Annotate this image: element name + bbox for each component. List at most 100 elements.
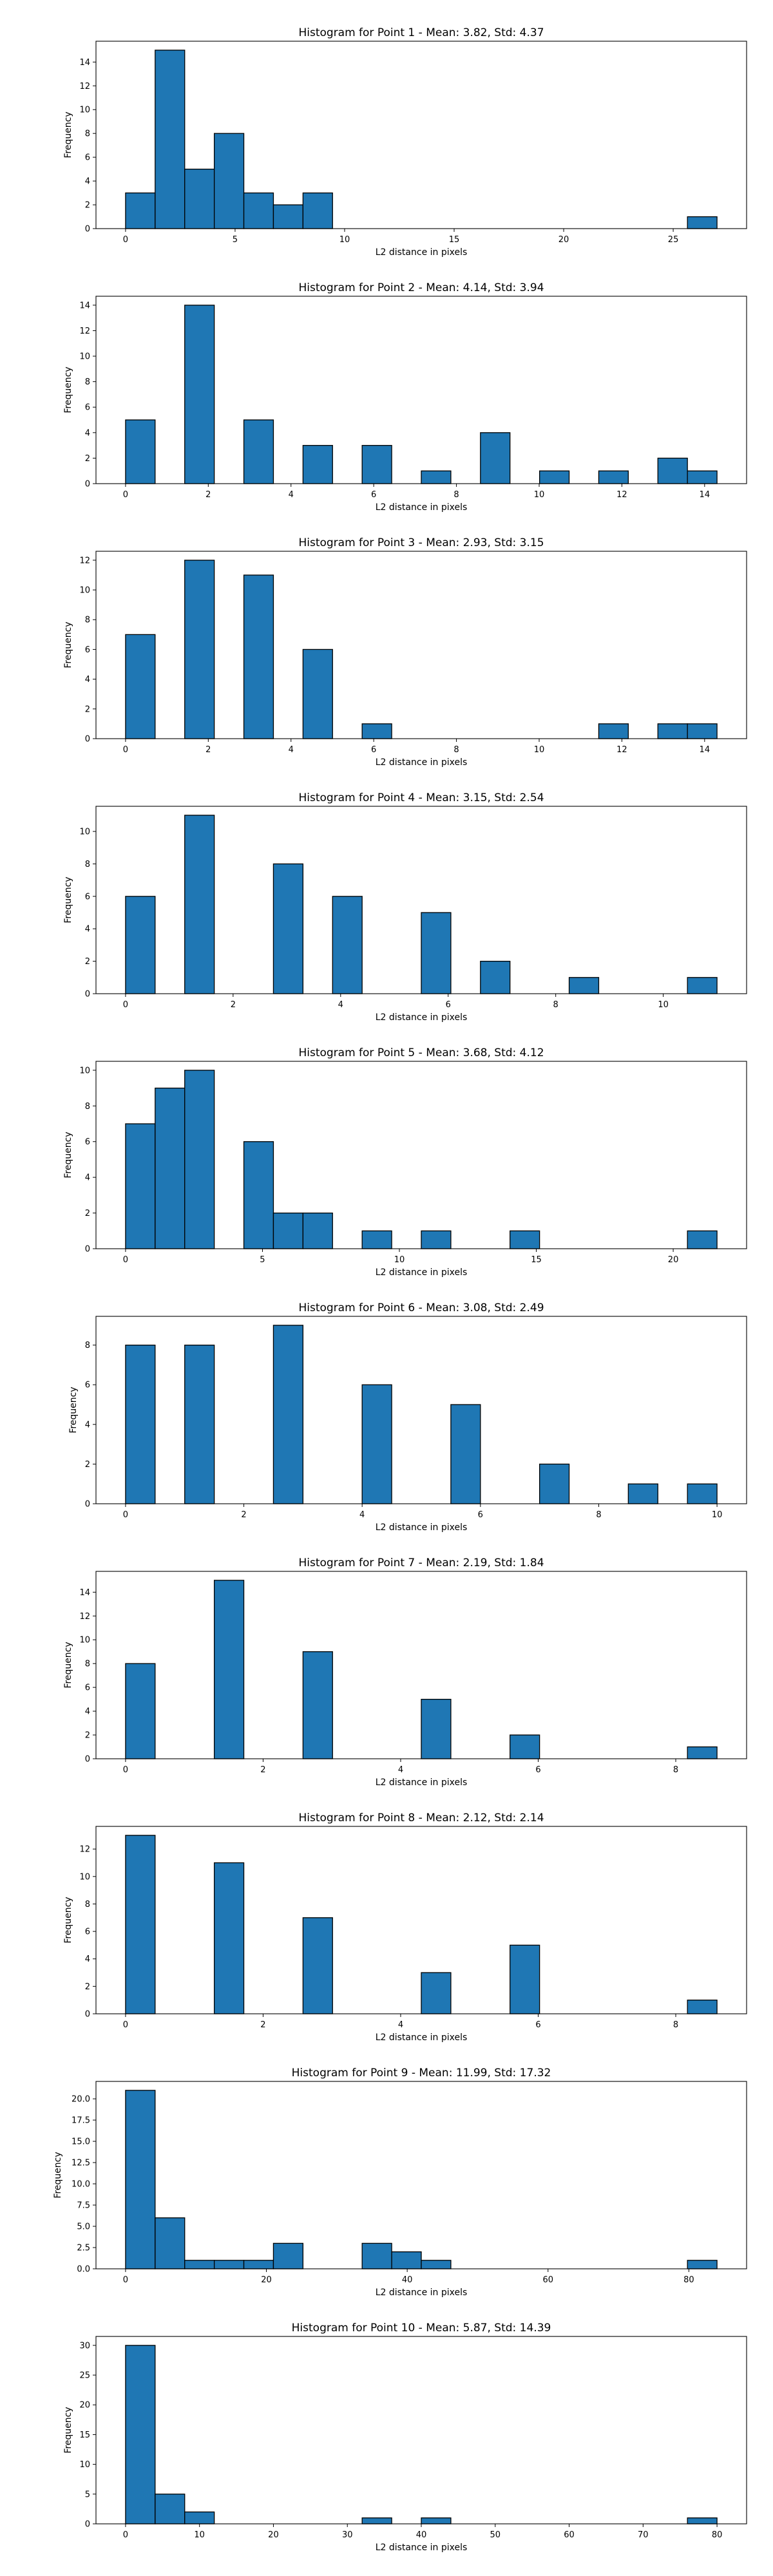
chart-title: Histogram for Point 1 - Mean: 3.82, Std:… — [298, 26, 544, 39]
histogram-bar — [361, 1384, 392, 1504]
histogram-bar — [657, 723, 688, 739]
histogram-bar — [302, 1212, 333, 1249]
histogram-bar — [687, 723, 718, 739]
y-tick-label: 0 — [85, 990, 90, 999]
bars — [125, 815, 718, 994]
histogram-bar — [302, 1651, 333, 1759]
histogram-bar — [125, 419, 156, 484]
x-axis-label: L2 distance in pixels — [376, 2032, 468, 2043]
x-tick-label: 10 — [194, 2530, 205, 2540]
histogram-bar — [243, 574, 274, 739]
x-tick-label: 10 — [712, 1510, 723, 1520]
y-tick-label: 20 — [79, 2401, 90, 2410]
y-tick-label: 20.0 — [72, 2095, 90, 2105]
x-tick-label: 2 — [260, 2020, 265, 2030]
plot-frame — [95, 2081, 747, 2269]
y-tick-label: 8 — [85, 129, 90, 139]
histogram-bar — [687, 216, 718, 229]
y-tick-label: 4 — [85, 675, 90, 685]
y-tick-label: 2.5 — [77, 2244, 90, 2253]
histogram-bar — [568, 977, 600, 994]
x-tick-label: 40 — [416, 2530, 427, 2540]
y-tick-label: 12 — [79, 1845, 90, 1855]
y-tick-label: 10 — [79, 106, 90, 115]
histogram-bar — [184, 815, 215, 994]
y-tick-label: 14 — [79, 301, 90, 310]
x-tick-label: 4 — [398, 1765, 403, 1775]
x-tick-label: 14 — [700, 490, 711, 500]
histogram-bar — [302, 1917, 333, 2014]
bars — [125, 1580, 718, 1759]
x-tick-label: 50 — [490, 2530, 501, 2540]
y-tick-label: 0 — [85, 1245, 90, 1255]
x-tick-label: 15 — [449, 235, 460, 245]
histogram-chart-1: Histogram for Point 1 - Mean: 3.82, Std:… — [63, 26, 747, 258]
histogram-bar — [155, 50, 186, 229]
x-tick-label: 5 — [233, 235, 238, 245]
histogram-bar — [510, 1944, 540, 2014]
histogram-bar — [598, 470, 629, 484]
y-tick-label: 25 — [79, 2371, 90, 2381]
histogram-bar — [539, 1463, 570, 1504]
x-tick-label: 10 — [339, 235, 350, 245]
histogram-bar — [687, 470, 718, 484]
x-tick-label: 6 — [535, 2020, 540, 2030]
x-tick-label: 0 — [123, 490, 128, 500]
y-tick-label: 6 — [85, 892, 90, 902]
y-tick-label: 2 — [85, 705, 90, 714]
plot-frame — [95, 1061, 747, 1249]
y-axis-label: Frequency — [63, 2407, 73, 2453]
y-tick-label: 14 — [79, 58, 90, 68]
histogram-bar — [421, 1972, 452, 2014]
y-tick-label: 0.0 — [77, 2265, 90, 2275]
y-tick-label: 15 — [79, 2430, 90, 2440]
histogram-chart-8: Histogram for Point 8 - Mean: 2.12, Std:… — [63, 1812, 747, 2043]
histogram-bar — [657, 457, 688, 484]
x-tick-label: 12 — [616, 745, 627, 755]
histogram-chart-10: Histogram for Point 10 - Mean: 5.87, Std… — [63, 2322, 747, 2553]
x-tick-label: 2 — [260, 1765, 265, 1775]
x-tick-label: 4 — [338, 1000, 343, 1010]
histogram-bar — [125, 1345, 156, 1504]
plot-frame — [95, 41, 747, 229]
x-tick-label: 2 — [231, 1000, 236, 1010]
x-tick-label: 40 — [402, 2275, 413, 2285]
y-tick-label: 6 — [85, 645, 90, 655]
histogram-bar — [627, 1483, 658, 1504]
x-tick-label: 0 — [123, 2275, 128, 2285]
x-tick-label: 80 — [683, 2275, 694, 2285]
y-tick-label: 15.0 — [72, 2137, 90, 2147]
x-tick-label: 8 — [673, 1765, 678, 1775]
x-tick-label: 6 — [478, 1510, 483, 1520]
bars — [125, 1835, 718, 2014]
y-tick-label: 12 — [79, 1612, 90, 1622]
y-tick-label: 2 — [85, 1982, 90, 1992]
x-tick-label: 0 — [123, 1510, 128, 1520]
y-tick-label: 8 — [85, 1102, 90, 1112]
x-tick-label: 6 — [371, 745, 376, 755]
y-tick-label: 4 — [85, 428, 90, 438]
x-axis-label: L2 distance in pixels — [376, 502, 468, 513]
histogram-bar — [125, 2345, 156, 2524]
histogram-bar — [272, 1325, 304, 1504]
y-tick-label: 5.0 — [77, 2222, 90, 2232]
plot-frame — [95, 551, 747, 739]
y-axis-label: Frequency — [63, 621, 73, 668]
y-tick-label: 0 — [85, 480, 90, 489]
y-tick-label: 10 — [79, 828, 90, 837]
y-tick-label: 5 — [85, 2490, 90, 2499]
histogram-bar — [272, 1212, 304, 1249]
x-tick-label: 10 — [394, 1255, 405, 1265]
y-axis-label: Frequency — [53, 2152, 63, 2198]
bars — [125, 560, 718, 739]
x-tick-label: 8 — [453, 490, 459, 500]
y-tick-label: 10.0 — [72, 2180, 90, 2190]
x-axis-label: L2 distance in pixels — [376, 1012, 468, 1023]
histogram-bar — [421, 470, 452, 484]
y-tick-label: 8 — [85, 377, 90, 387]
x-tick-label: 4 — [359, 1510, 365, 1520]
plot-frame — [95, 1316, 747, 1504]
x-tick-label: 0 — [123, 235, 128, 245]
histogram-bar — [687, 2517, 718, 2524]
x-axis-label: L2 distance in pixels — [376, 757, 468, 768]
